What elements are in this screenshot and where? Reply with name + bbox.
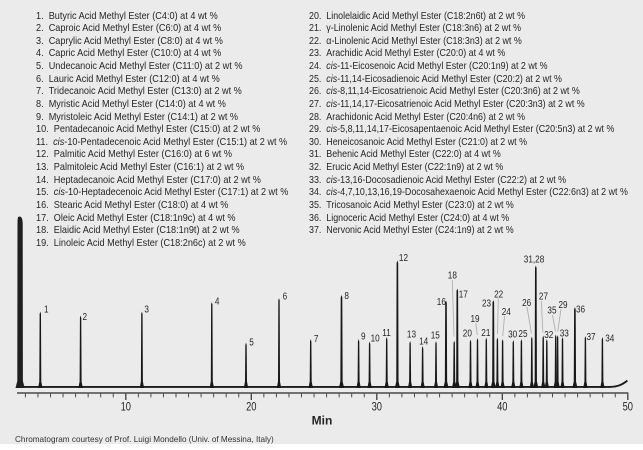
- svg-text:6: 6: [283, 289, 288, 301]
- svg-text:5: 5: [249, 335, 254, 347]
- svg-text:8: 8: [344, 289, 349, 301]
- svg-text:17: 17: [459, 287, 468, 299]
- svg-text:2: 2: [83, 310, 88, 322]
- svg-text:18: 18: [448, 269, 457, 281]
- svg-text:30: 30: [508, 327, 517, 339]
- svg-text:25: 25: [518, 327, 527, 339]
- svg-text:32: 32: [544, 328, 553, 340]
- svg-text:20: 20: [246, 400, 256, 413]
- svg-text:20: 20: [463, 326, 472, 338]
- svg-text:24: 24: [502, 305, 511, 317]
- svg-text:3: 3: [144, 302, 149, 314]
- svg-text:29: 29: [559, 298, 568, 310]
- svg-text:26: 26: [522, 296, 531, 308]
- svg-text:19: 19: [471, 312, 480, 324]
- svg-text:7: 7: [314, 332, 319, 344]
- svg-text:Min: Min: [312, 414, 333, 428]
- svg-text:12: 12: [399, 251, 408, 263]
- svg-text:34: 34: [605, 332, 614, 344]
- svg-text:10: 10: [371, 331, 380, 343]
- svg-text:4: 4: [215, 294, 220, 306]
- svg-text:10: 10: [121, 400, 131, 413]
- svg-text:31,28: 31,28: [524, 252, 544, 264]
- svg-text:30: 30: [372, 400, 382, 413]
- svg-text:21: 21: [481, 326, 490, 338]
- svg-text:9: 9: [361, 329, 366, 341]
- svg-text:13: 13: [407, 327, 416, 339]
- svg-text:15: 15: [431, 328, 440, 340]
- svg-text:50: 50: [623, 400, 633, 413]
- svg-text:40: 40: [497, 400, 507, 413]
- svg-text:36: 36: [576, 302, 585, 314]
- svg-text:33: 33: [560, 327, 569, 339]
- svg-text:16: 16: [437, 295, 446, 307]
- svg-text:14: 14: [419, 334, 428, 346]
- svg-text:1: 1: [44, 302, 49, 314]
- svg-text:23: 23: [482, 296, 491, 308]
- svg-text:37: 37: [587, 330, 596, 342]
- svg-text:11: 11: [382, 326, 390, 338]
- svg-text:27: 27: [539, 290, 548, 302]
- svg-text:22: 22: [494, 287, 503, 299]
- svg-text:35: 35: [547, 304, 556, 316]
